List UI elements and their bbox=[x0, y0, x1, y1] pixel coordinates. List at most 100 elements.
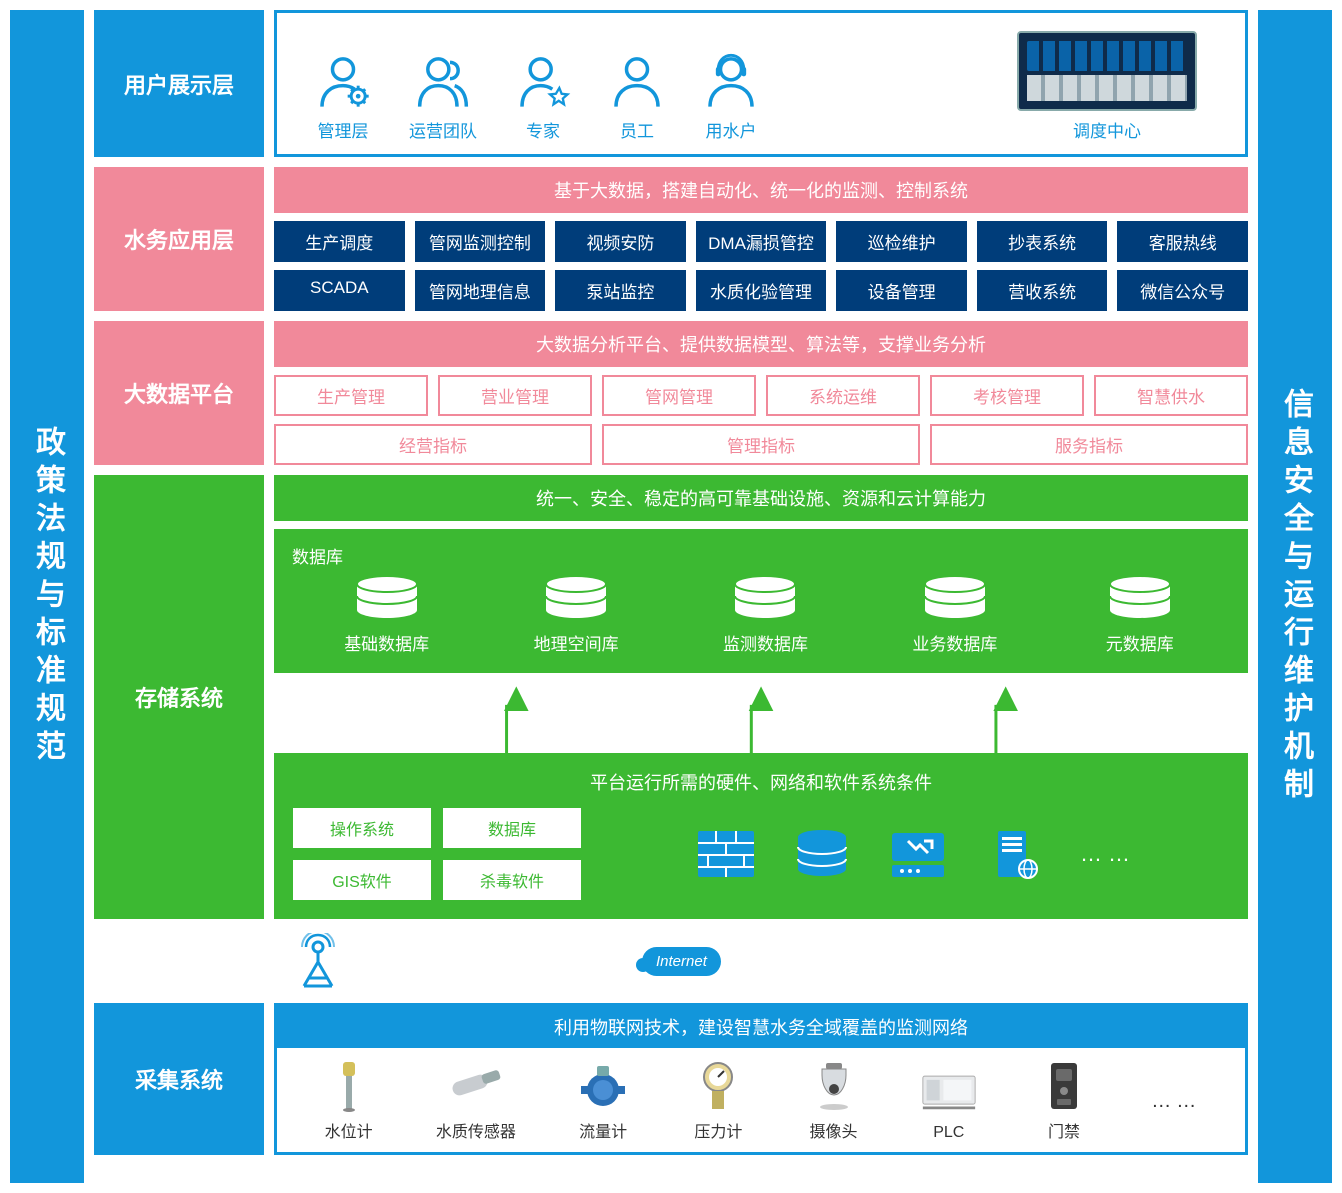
db-item: 基础数据库 bbox=[344, 574, 429, 655]
storage-body: 统一、安全、稳定的高可靠基础设施、资源和云计算能力 数据库 基础数据库 地理空间… bbox=[274, 475, 1248, 919]
app-chip: 水质化验管理 bbox=[696, 270, 827, 311]
layer-title-user: 用户展示层 bbox=[94, 10, 264, 157]
device-label: 门禁 bbox=[1048, 1118, 1080, 1142]
bigdata-banner: 大数据分析平台、提供数据模型、算法等，支撑业务分析 bbox=[274, 321, 1248, 367]
db-item: 业务数据库 bbox=[912, 574, 997, 655]
user-body: 管理层 运营团队 专家 员工 bbox=[274, 10, 1248, 157]
bigdata-chip: 系统运维 bbox=[766, 375, 920, 416]
device-access: 门禁 bbox=[1036, 1060, 1092, 1142]
arrow-up-icon: ▲│ bbox=[496, 681, 538, 745]
plc-icon bbox=[921, 1071, 977, 1113]
database-row: 基础数据库 地理空间库 监测数据库 业务数据库 bbox=[292, 574, 1230, 655]
app-chip: DMA漏损管控 bbox=[696, 221, 827, 262]
app-chip: SCADA bbox=[274, 270, 405, 311]
user-item-manager: 管理层 bbox=[315, 53, 371, 142]
user-item-consumer: 用水户 bbox=[703, 53, 759, 142]
device-water-level: 水位计 bbox=[321, 1060, 377, 1142]
quality-sensor-icon bbox=[448, 1066, 504, 1106]
app-row-1: 生产调度 管网监测控制 视频安防 DMA漏损管控 巡检维护 抄表系统 客服热线 bbox=[274, 221, 1248, 262]
internet-cloud-icon: Internet bbox=[642, 947, 721, 976]
app-chip: 视频安防 bbox=[555, 221, 686, 262]
db-label: 业务数据库 bbox=[912, 630, 997, 655]
dispatch-label: 调度中心 bbox=[1073, 117, 1141, 142]
hw-icons: …… bbox=[602, 827, 1230, 881]
person-group-icon bbox=[415, 53, 471, 109]
user-label: 员工 bbox=[620, 117, 654, 142]
bigdata-chip: 管网管理 bbox=[602, 375, 756, 416]
app-chip: 抄表系统 bbox=[977, 221, 1108, 262]
bigdata-chip: 考核管理 bbox=[930, 375, 1084, 416]
device-water-quality: 水质传感器 bbox=[436, 1060, 516, 1142]
bigdata-row-1: 生产管理 营业管理 管网管理 系统运维 考核管理 智慧供水 bbox=[274, 375, 1248, 416]
bigdata-chip: 生产管理 bbox=[274, 375, 428, 416]
app-row-2: SCADA 管网地理信息 泵站监控 水质化验管理 设备管理 营收系统 微信公众号 bbox=[274, 270, 1248, 311]
device-label: PLC bbox=[933, 1124, 964, 1142]
device-plc: PLC bbox=[921, 1066, 977, 1142]
app-chip: 设备管理 bbox=[836, 270, 967, 311]
collection-body: 利用物联网技术，建设智慧水务全域覆盖的监测网络 水位计 水质传感器 流量计 bbox=[274, 1003, 1248, 1155]
control-room-image bbox=[1017, 31, 1197, 111]
hw-banner: 平台运行所需的硬件、网络和软件系统条件 bbox=[292, 765, 1230, 807]
app-banner: 基于大数据，搭建自动化、统一化的监测、控制系统 bbox=[274, 167, 1248, 213]
person-gear-icon bbox=[315, 53, 371, 109]
layer-app: 水务应用层 基于大数据，搭建自动化、统一化的监测、控制系统 生产调度 管网监测控… bbox=[94, 167, 1248, 311]
db-label: 监测数据库 bbox=[723, 630, 808, 655]
app-chip: 管网地理信息 bbox=[415, 270, 546, 311]
user-role-icons: 管理层 运营团队 专家 员工 bbox=[295, 53, 1009, 142]
layer-collection: 采集系统 利用物联网技术，建设智慧水务全域覆盖的监测网络 水位计 水质传感器 流… bbox=[94, 1003, 1248, 1155]
devices-more: …… bbox=[1151, 1090, 1201, 1113]
bigdata-row-2: 经营指标 管理指标 服务指标 bbox=[274, 424, 1248, 465]
storage-icon bbox=[888, 827, 948, 881]
layers-container: 用户展示层 管理层 运营团队 专家 bbox=[94, 10, 1248, 1183]
app-chip: 生产调度 bbox=[274, 221, 405, 262]
database-icon bbox=[538, 574, 614, 622]
app-body: 基于大数据，搭建自动化、统一化的监测、控制系统 生产调度 管网监测控制 视频安防… bbox=[274, 167, 1248, 311]
user-label: 用水户 bbox=[706, 117, 757, 142]
db-label: 基础数据库 bbox=[344, 630, 429, 655]
collection-banner: 利用物联网技术，建设智慧水务全域覆盖的监测网络 bbox=[277, 1006, 1245, 1048]
app-chip: 巡检维护 bbox=[836, 221, 967, 262]
flow-meter-icon bbox=[577, 1062, 629, 1110]
hardware-section: 平台运行所需的硬件、网络和软件系统条件 操作系统 数据库 GIS软件 杀毒软件 bbox=[274, 753, 1248, 919]
storage-arrows: ▲│ ▲│ ▲│ bbox=[274, 681, 1248, 745]
level-meter-icon bbox=[329, 1060, 369, 1112]
device-label: 压力计 bbox=[694, 1118, 742, 1142]
database-icon bbox=[1102, 574, 1178, 622]
network-row: Internet bbox=[94, 929, 1248, 993]
person-headset-icon bbox=[703, 53, 759, 109]
architecture-diagram: 政策法规与标准规范 用户展示层 管理层 运营团队 专家 bbox=[10, 10, 1332, 1183]
right-pillar: 信息安全与运行维护机制 bbox=[1258, 10, 1332, 1183]
app-chip: 营收系统 bbox=[977, 270, 1108, 311]
collection-row: 水位计 水质传感器 流量计 压力计 bbox=[291, 1060, 1231, 1142]
device-label: 摄像头 bbox=[810, 1118, 858, 1142]
bigdata-chip: 经营指标 bbox=[274, 424, 592, 465]
storage-banner: 统一、安全、稳定的高可靠基础设施、资源和云计算能力 bbox=[274, 475, 1248, 521]
hw-body: 操作系统 数据库 GIS软件 杀毒软件 …… bbox=[292, 807, 1230, 901]
layer-user: 用户展示层 管理层 运营团队 专家 bbox=[94, 10, 1248, 157]
arrow-up-icon: ▲│ bbox=[740, 681, 782, 745]
layer-title-bigdata: 大数据平台 bbox=[94, 321, 264, 465]
bigdata-chip: 智慧供水 bbox=[1094, 375, 1248, 416]
db-stack-icon bbox=[792, 827, 852, 881]
device-camera: 摄像头 bbox=[806, 1060, 862, 1142]
layer-bigdata: 大数据平台 大数据分析平台、提供数据模型、算法等，支撑业务分析 生产管理 营业管… bbox=[94, 321, 1248, 465]
db-item: 地理空间库 bbox=[534, 574, 619, 655]
sw-cell: 数据库 bbox=[442, 807, 582, 849]
person-icon bbox=[609, 53, 665, 109]
bigdata-chip: 营业管理 bbox=[438, 375, 592, 416]
software-grid: 操作系统 数据库 GIS软件 杀毒软件 bbox=[292, 807, 582, 901]
app-chip: 泵站监控 bbox=[555, 270, 686, 311]
db-item: 监测数据库 bbox=[723, 574, 808, 655]
user-label: 运营团队 bbox=[409, 117, 477, 142]
sw-cell: 操作系统 bbox=[292, 807, 432, 849]
bigdata-body: 大数据分析平台、提供数据模型、算法等，支撑业务分析 生产管理 营业管理 管网管理… bbox=[274, 321, 1248, 465]
user-label: 专家 bbox=[526, 117, 560, 142]
db-label: 地理空间库 bbox=[534, 630, 619, 655]
app-chip: 客服热线 bbox=[1117, 221, 1248, 262]
layer-title-storage: 存储系统 bbox=[94, 475, 264, 919]
left-pillar: 政策法规与标准规范 bbox=[10, 10, 84, 1183]
hw-more: …… bbox=[1080, 841, 1136, 867]
firewall-icon bbox=[696, 827, 756, 881]
layer-title-app: 水务应用层 bbox=[94, 167, 264, 311]
layer-title-collection: 采集系统 bbox=[94, 1003, 264, 1155]
